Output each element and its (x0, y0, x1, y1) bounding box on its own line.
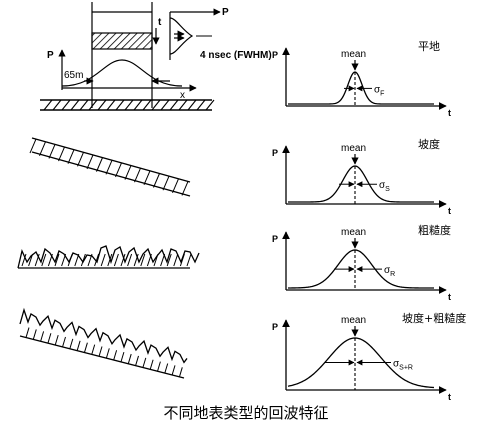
t-axis-label: t (448, 108, 451, 118)
sigma-subscript: R (390, 271, 395, 278)
terrain-slope-rough (19, 307, 188, 379)
sigma-label: σS (379, 180, 390, 193)
mean-label: mean (341, 315, 366, 326)
panel-title: 坡度 (418, 137, 440, 151)
sigma-label: σR (384, 265, 395, 278)
return-waveform (288, 249, 434, 289)
pulse-t-label: t (158, 17, 162, 28)
sigma-label: σS+R (393, 359, 413, 372)
panel-title: 坡度+粗糙度 (402, 311, 466, 325)
p-axis-label: P (272, 148, 278, 158)
t-axis-label: t (448, 206, 451, 216)
pulse-p-label: P (222, 7, 229, 18)
pulse-width-label: 4 nsec (FWHM) (200, 50, 272, 61)
waveform-panel-4: Pt mean σS+R 坡度+粗糙度 (272, 311, 466, 402)
pulse-profile (169, 17, 194, 55)
t-axis-label: t (448, 392, 451, 402)
mean-label: mean (341, 227, 366, 238)
sigma-label: σF (374, 84, 384, 97)
p-axis-label: P (272, 234, 278, 244)
panel-title: 平地 (418, 40, 440, 53)
panel-title: 粗糙度 (418, 223, 451, 237)
return-waveform (287, 337, 435, 389)
p-axis-label: P (272, 322, 278, 332)
sigma-subscript: S (385, 186, 390, 193)
terrain-slope (29, 137, 191, 197)
footprint-x-label: x (180, 90, 185, 101)
sigma-subscript: S+R (399, 365, 413, 372)
return-waveform (288, 165, 434, 203)
waveform-panel-3: Pt mean σR 粗糙度 (272, 223, 451, 302)
beam-pulse-block (91, 32, 153, 50)
sigma-subscript: F (380, 90, 384, 97)
waveform-panel-2: Pt mean σS 坡度 (272, 137, 451, 216)
p-axis-label: P (272, 50, 278, 60)
footprint-distance-label: 65m (64, 70, 83, 81)
mean-label: mean (341, 49, 366, 60)
footprint-p-label: P (47, 50, 54, 61)
mean-label: mean (341, 143, 366, 154)
waveform-panel-1: Pt mean σF 平地 (272, 40, 451, 118)
beam-schematic (40, 2, 221, 111)
terrain-rough (17, 245, 200, 269)
figure-caption: 不同地表类型的回波特征 (163, 404, 329, 422)
ground-hatch (43, 99, 215, 111)
t-axis-label: t (448, 292, 451, 302)
return-waveform (288, 71, 434, 105)
